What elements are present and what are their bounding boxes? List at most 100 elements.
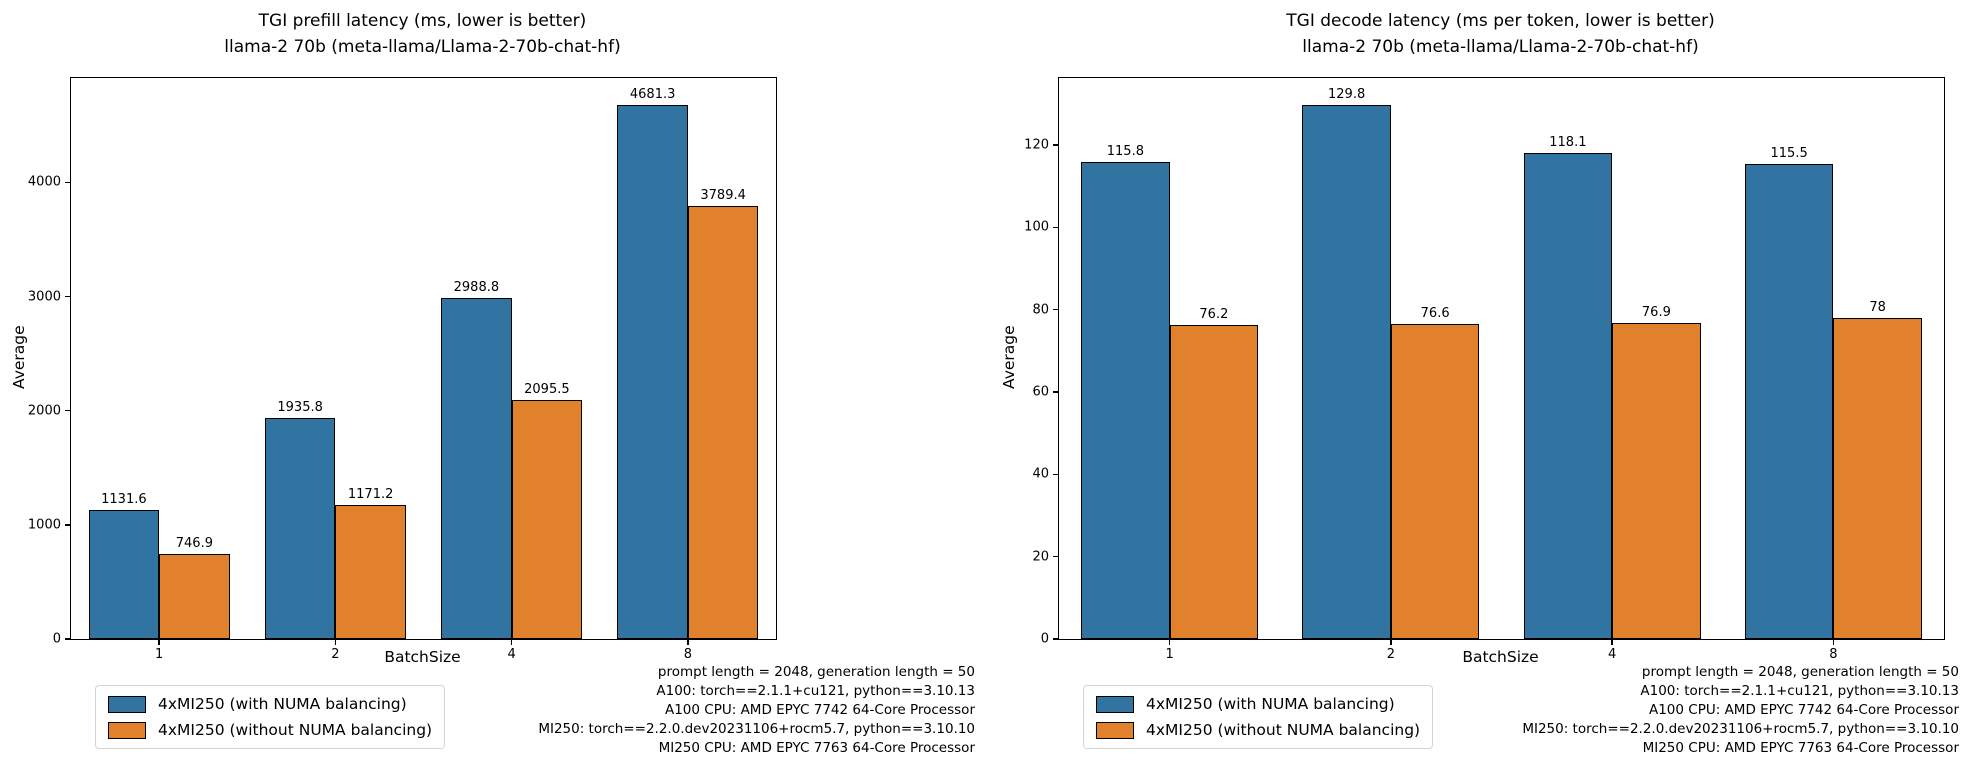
x-tick-mark [1390, 640, 1392, 646]
y-tick-label: 40 [1032, 466, 1049, 482]
bar-value-label: 1935.8 [277, 400, 323, 416]
annotation-line: MI250 CPU: AMD EPYC 7763 64-Core Process… [658, 740, 975, 756]
bar [88, 509, 160, 639]
legend-item: 4xMI250 (without NUMA balancing) [108, 721, 432, 739]
legend-label: 4xMI250 (with NUMA balancing) [1146, 695, 1395, 713]
legend-item: 4xMI250 (with NUMA balancing) [108, 695, 432, 713]
y-tick-mark [1052, 144, 1058, 146]
y-tick-label: 4000 [27, 174, 61, 190]
y-tick-mark [1052, 309, 1058, 311]
plot-area: 0 1000 2000 3000 4000 1 1131.6 746.9 2 1935.8 1171… [28, 77, 777, 662]
legend-item: 4xMI250 (with NUMA balancing) [1096, 695, 1420, 713]
y-tick-mark [1052, 391, 1058, 393]
bar-value-label: 76.2 [1199, 307, 1229, 323]
legend: 4xMI250 (with NUMA balancing) 4xMI250 (w… [1083, 685, 1434, 749]
bar-value-label: 78 [1869, 299, 1886, 315]
x-tick-label: 2 [331, 647, 340, 662]
y-tick-label: 120 [1024, 137, 1049, 153]
legend-label: 4xMI250 (without NUMA balancing) [1146, 721, 1421, 739]
legend-swatch-orange-icon [108, 721, 146, 739]
bar-value-label: 1131.6 [101, 491, 147, 507]
y-tick-mark [64, 410, 70, 412]
y-tick-mark [1052, 638, 1058, 640]
bar-value-label: 4681.3 [629, 86, 676, 102]
y-tick-label: 2000 [27, 403, 61, 419]
chart-title-block: TGI prefill latency (ms, lower is better… [70, 8, 775, 60]
bar-value-label: 1171.2 [347, 487, 394, 503]
x-tick-label: 1 [1165, 647, 1174, 662]
bar-value-label: 129.8 [1328, 86, 1366, 102]
y-tick-label: 20 [1032, 549, 1049, 565]
environment-annotation: prompt length = 2048, generation length … [1319, 663, 1959, 758]
decode-latency-chart: TGI decode latency (ms per token, lower … [984, 0, 1968, 767]
chart-subtitle: llama-2 70b (meta-llama/Llama-2-70b-chat… [224, 37, 621, 57]
bar-value-label: 2988.8 [453, 279, 500, 295]
bar-value-label: 118.1 [1549, 134, 1587, 150]
bar [511, 399, 583, 639]
chart-title: TGI prefill latency (ms, lower is better… [258, 11, 587, 31]
bar [1833, 317, 1922, 639]
y-tick-label: 3000 [27, 289, 61, 305]
bar [617, 104, 688, 639]
legend: 4xMI250 (with NUMA balancing) 4xMI250 (w… [95, 685, 446, 749]
y-axis-label: Average [10, 325, 28, 390]
y-tick-label: 60 [1032, 384, 1049, 400]
bar-value-label: 115.8 [1106, 144, 1144, 160]
annotation-line: A100: torch==2.1.1+cu121, python==3.10.1… [656, 683, 975, 699]
prefill-latency-chart: TGI prefill latency (ms, lower is better… [10, 8, 975, 758]
y-tick-mark [64, 295, 70, 298]
x-axis-label: BatchSize [384, 648, 461, 666]
y-tick-mark [64, 638, 70, 640]
bar-value-label: 115.5 [1770, 145, 1808, 161]
y-tick-label: 1000 [27, 517, 61, 533]
y-tick-label: 0 [1040, 631, 1049, 647]
y-tick-label: 0 [52, 631, 61, 647]
environment-annotation: prompt length = 2048, generation length … [335, 663, 975, 758]
x-tick-label: 8 [683, 647, 693, 662]
bar [1612, 322, 1701, 639]
annotation-line: MI250: torch==2.2.0.dev20231106+rocm5.7,… [1522, 721, 1959, 737]
x-tick-mark [334, 640, 337, 646]
bar-value-label: 76.6 [1420, 305, 1450, 321]
bar-value-label: 76.9 [1641, 304, 1671, 320]
chart-title: TGI decode latency (ms per token, lower … [1286, 11, 1715, 31]
x-tick-mark [158, 640, 160, 646]
y-tick-mark [1052, 556, 1058, 558]
legend-label: 4xMI250 (with NUMA balancing) [158, 695, 407, 713]
chart-title-block: TGI decode latency (ms per token, lower … [1058, 8, 1943, 60]
x-tick-mark [510, 640, 513, 646]
bar [1523, 152, 1613, 639]
x-axis-label: BatchSize [1462, 648, 1539, 666]
x-tick-mark [1611, 640, 1613, 646]
x-tick-label: 2 [1386, 647, 1396, 662]
annotation-line: A100 CPU: AMD EPYC 7742 64-Core Processo… [1648, 702, 1959, 718]
y-tick-mark [1052, 226, 1058, 229]
legend-item: 4xMI250 (without NUMA balancing) [1096, 721, 1420, 739]
y-tick-mark [64, 524, 70, 526]
chart-subtitle: llama-2 70b (meta-llama/Llama-2-70b-chat… [1302, 37, 1699, 57]
bar [1169, 325, 1259, 639]
x-tick-mark [1168, 640, 1171, 646]
x-tick-label: 4 [1607, 647, 1617, 662]
bar [1081, 162, 1170, 639]
bar [159, 553, 230, 639]
y-tick-mark [1052, 473, 1058, 475]
x-tick-label: 1 [154, 647, 164, 662]
x-tick-mark [1832, 640, 1835, 646]
bar [441, 297, 512, 639]
bar [1390, 323, 1480, 639]
annotation-line: A100 CPU: AMD EPYC 7742 64-Core Processo… [664, 702, 975, 718]
y-tick-label: 80 [1032, 302, 1049, 318]
y-tick-label: 100 [1024, 219, 1049, 235]
plot-area: 0 20 40 60 80 100 120 1 115.8 76.2 2 129.8 76.6 4 118.… [1024, 77, 1945, 662]
legend-swatch-blue-icon [108, 695, 146, 713]
legend-swatch-blue-icon [1096, 695, 1134, 713]
bar [687, 206, 759, 639]
annotation-line: prompt length = 2048, generation length … [1641, 664, 1959, 680]
bar [1744, 163, 1834, 639]
bar [264, 418, 336, 639]
x-tick-label: 4 [507, 647, 516, 662]
annotation-line: prompt length = 2048, generation length … [657, 664, 975, 680]
bar-value-label: 3789.4 [700, 188, 746, 204]
